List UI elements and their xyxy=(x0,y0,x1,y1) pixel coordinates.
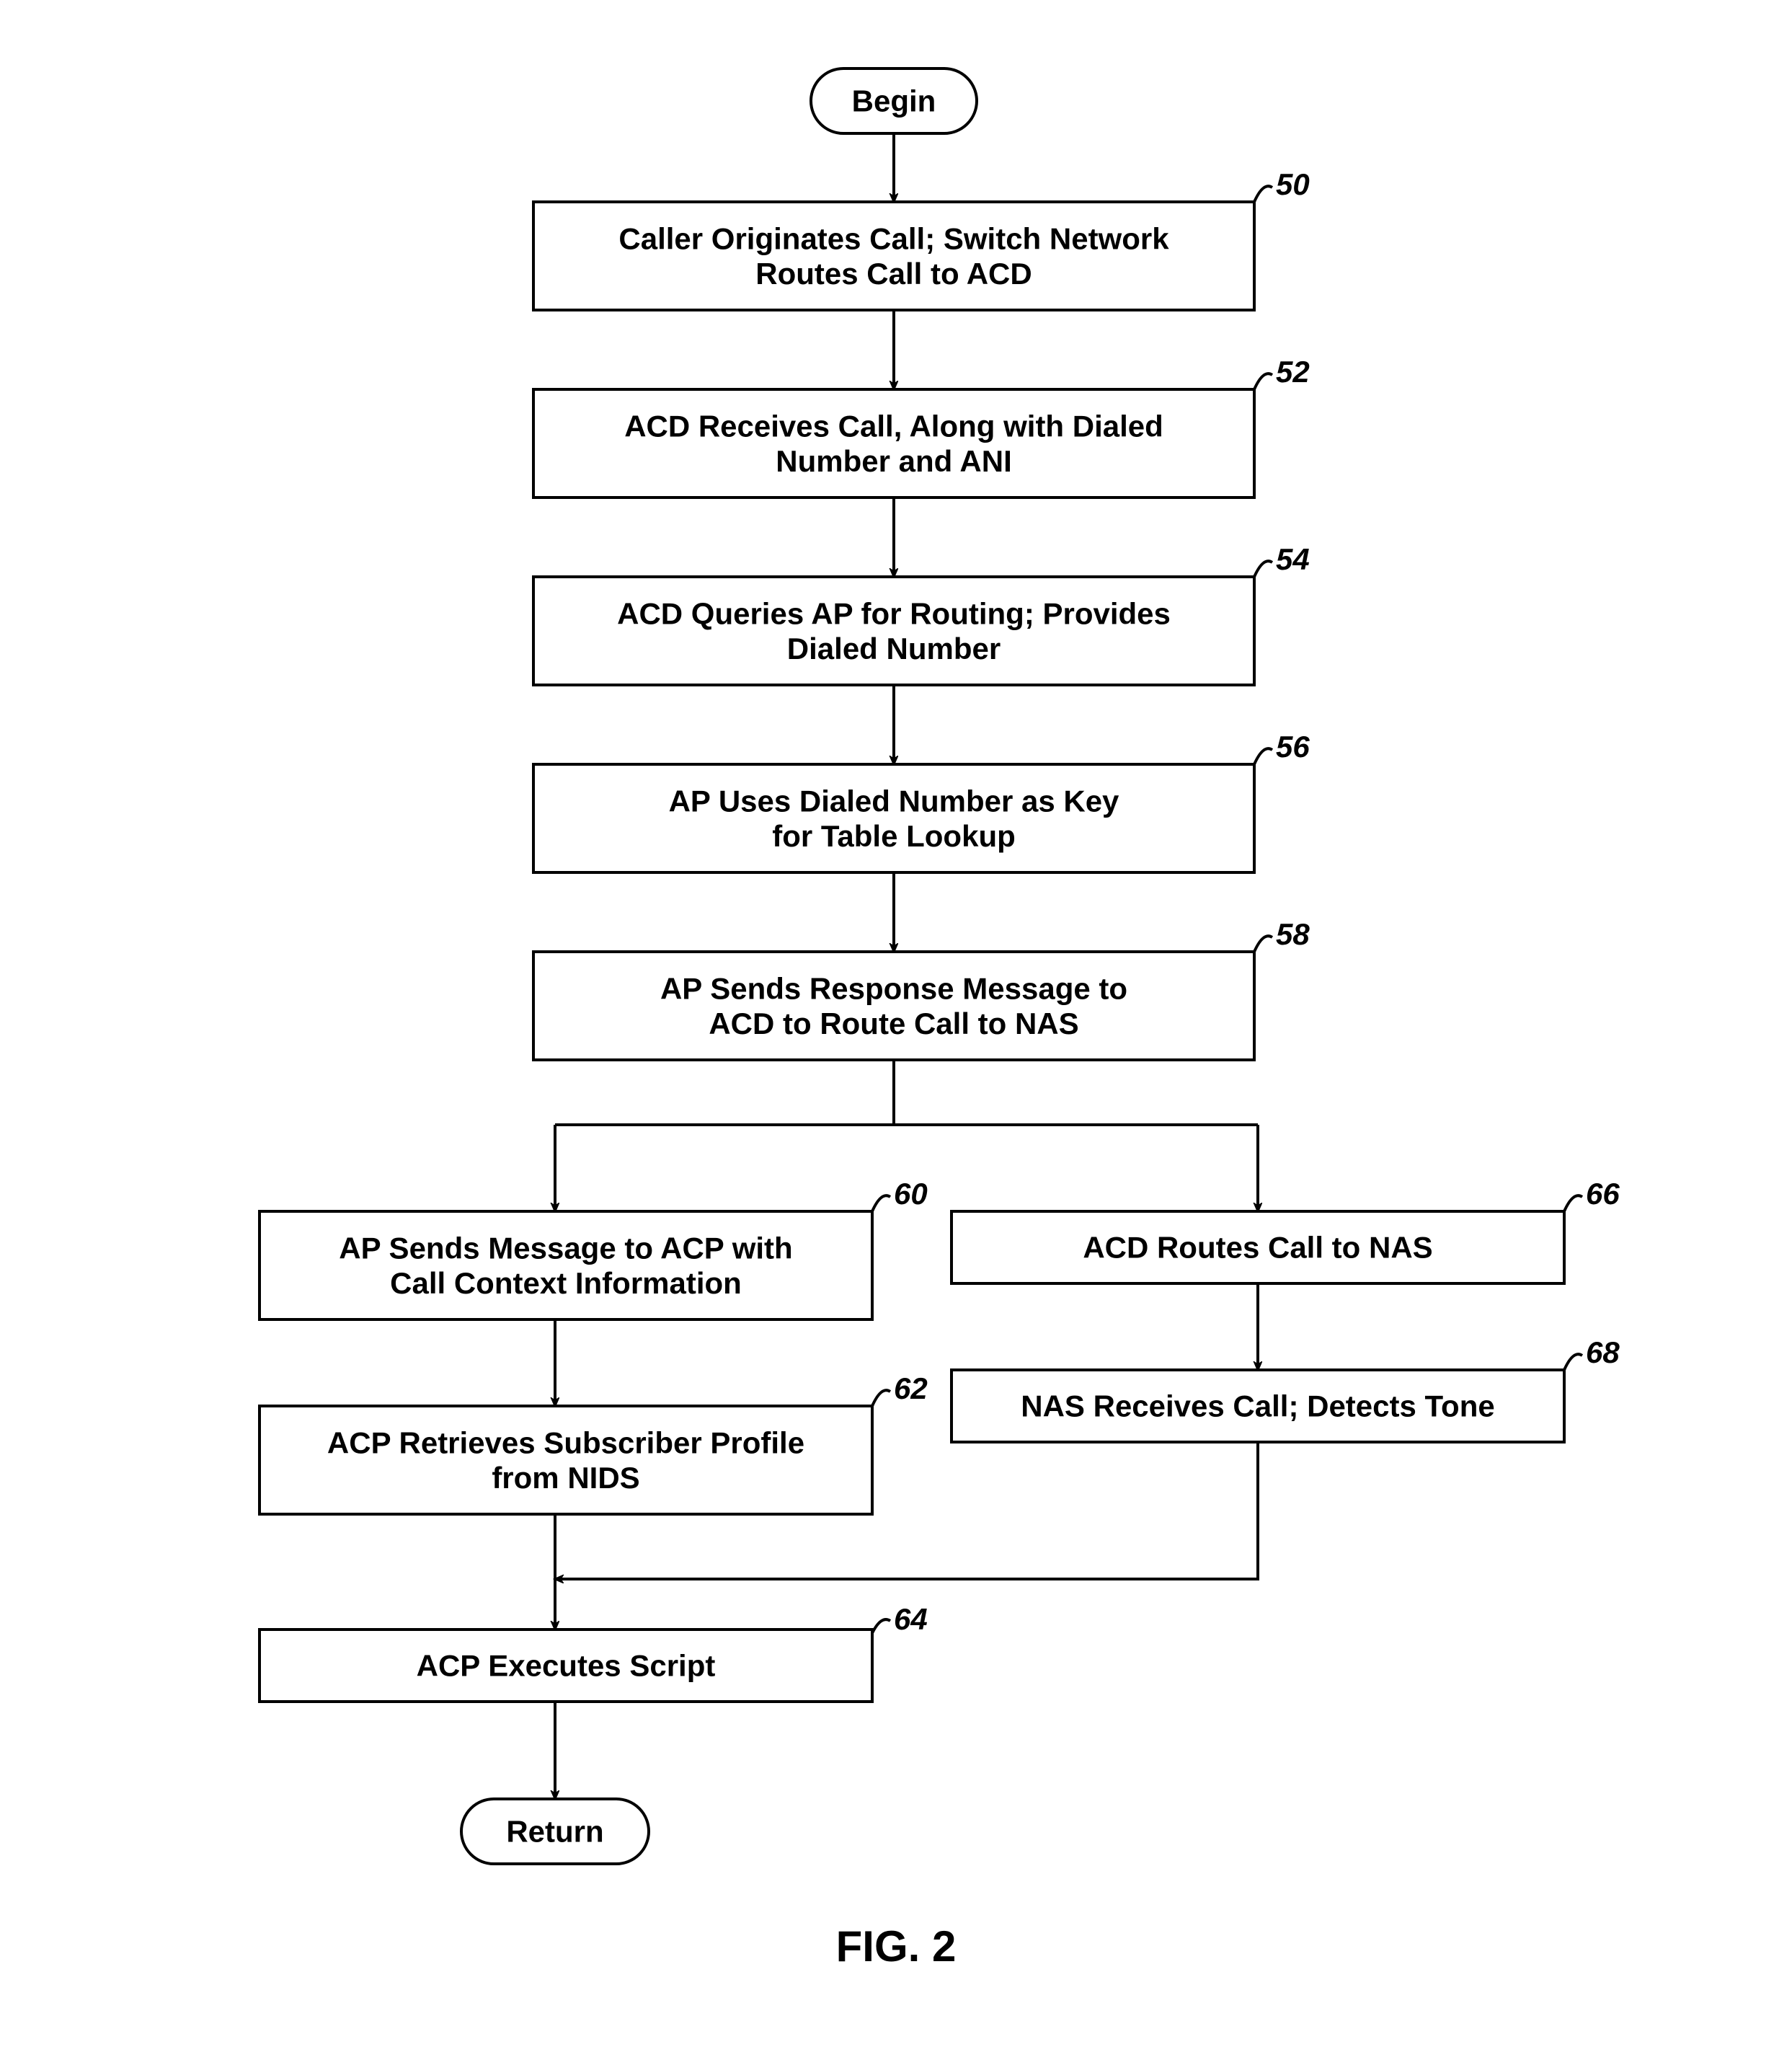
begin-label: Begin xyxy=(852,84,936,118)
ref-number-56: 56 xyxy=(1276,730,1310,764)
process-box-56-text: AP Uses Dialed Number as Key xyxy=(669,784,1119,818)
process-box-58-text: ACD to Route Call to NAS xyxy=(709,1007,1078,1040)
process-box-68-text: NAS Receives Call; Detects Tone xyxy=(1021,1389,1494,1423)
process-box-50-text: Routes Call to ACD xyxy=(755,257,1032,291)
flowchart-figure: Caller Originates Call; Switch NetworkRo… xyxy=(0,0,1792,2065)
process-box-66-text: ACD Routes Call to NAS xyxy=(1083,1231,1432,1265)
ref-leader-68 xyxy=(1564,1354,1582,1370)
ref-leader-58 xyxy=(1254,936,1272,952)
ref-number-52: 52 xyxy=(1276,355,1310,389)
process-box-60-text: AP Sends Message to ACP with xyxy=(339,1232,792,1265)
process-box-54-text: Dialed Number xyxy=(787,632,1001,666)
process-box-64-text: ACP Executes Script xyxy=(417,1649,716,1683)
ref-leader-62 xyxy=(872,1390,890,1406)
ref-number-66: 66 xyxy=(1586,1177,1620,1211)
ref-leader-56 xyxy=(1254,748,1272,764)
figure-caption: FIG. 2 xyxy=(836,1922,957,1971)
ref-number-50: 50 xyxy=(1276,167,1310,201)
ref-leader-52 xyxy=(1254,373,1272,389)
ref-leader-60 xyxy=(872,1195,890,1211)
ref-number-62: 62 xyxy=(894,1371,928,1405)
process-box-62-text: ACP Retrieves Subscriber Profile xyxy=(327,1426,804,1460)
ref-number-68: 68 xyxy=(1586,1335,1620,1369)
process-box-52-text: Number and ANI xyxy=(776,444,1011,478)
ref-number-64: 64 xyxy=(894,1602,928,1636)
ref-number-60: 60 xyxy=(894,1177,928,1211)
return-label: Return xyxy=(506,1815,603,1849)
process-box-62-text: from NIDS xyxy=(492,1461,639,1495)
ref-number-54: 54 xyxy=(1276,542,1310,576)
ref-leader-64 xyxy=(872,1619,890,1633)
process-box-52-text: ACD Receives Call, Along with Dialed xyxy=(624,410,1163,443)
process-box-54-text: ACD Queries AP for Routing; Provides xyxy=(617,597,1171,631)
ref-number-58: 58 xyxy=(1276,917,1310,951)
process-box-56-text: for Table Lookup xyxy=(772,819,1016,853)
ref-leader-54 xyxy=(1254,561,1272,577)
ref-leader-66 xyxy=(1564,1195,1582,1211)
process-box-50-text: Caller Originates Call; Switch Network xyxy=(618,222,1169,256)
process-box-58-text: AP Sends Response Message to xyxy=(660,972,1127,1006)
ref-leader-50 xyxy=(1254,186,1272,202)
process-box-60-text: Call Context Information xyxy=(390,1266,742,1300)
